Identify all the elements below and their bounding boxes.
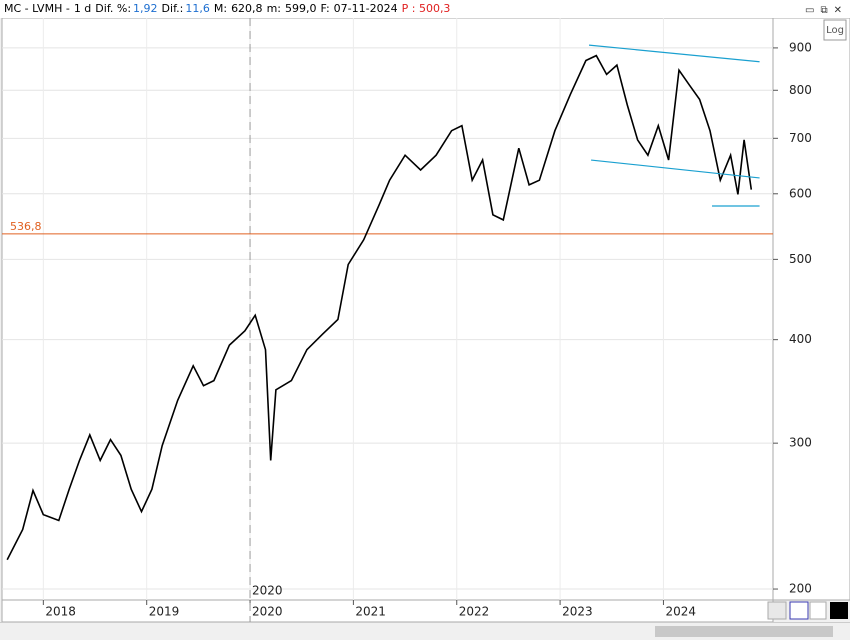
x-tick-label: 2024 [665,605,696,619]
y-tick-label: 500 [789,252,812,266]
plot-area [1,18,774,601]
x-tick-label: 2022 [459,605,490,619]
divider-label: 2020 [252,584,283,598]
x-tick-label: 2019 [149,605,180,619]
trendline [591,159,760,179]
save-button[interactable] [789,601,809,620]
price: P : 500,3 [401,2,451,15]
y-tick-label: 900 [789,40,812,54]
scrollbar[interactable] [0,622,850,640]
label: Dif. %: [95,2,132,15]
log-button-label: Log [826,25,844,36]
label: F: [320,2,330,15]
symbol: MC - LVMH - [4,2,70,15]
header-bar: MC - LVMH -1 d Dif. %: 1,92 Dif.: 11,6 M: 620,… [0,0,850,19]
y-tick-label: 600 [789,186,812,200]
y-tick-label: 300 [789,436,812,450]
x-tick-label: 2021 [355,605,386,619]
price-line [6,54,753,561]
label: Dif.: [161,2,184,15]
tool-button[interactable] [767,601,787,620]
label: m: [266,2,281,15]
x-tick-label: 2023 [562,605,593,619]
log-button[interactable] [823,19,847,41]
reference-label: 536,8 [10,220,42,233]
pin-button[interactable] [809,601,827,620]
chart: Log 200 300 400 500 600 700 800 900 2018 2019 2020… [0,18,850,622]
value: 11,6 [185,2,210,15]
color-button[interactable] [830,602,848,619]
value: 1,92 [133,2,158,15]
value: 599,0 [284,2,317,15]
period: 1 d [73,2,92,15]
window-buttons[interactable]: ▭⧉✕ [805,5,848,16]
scroll-thumb[interactable] [655,626,833,637]
x-tick-label: 2020 [252,605,283,619]
trendline [588,44,760,63]
y-axis-strip [772,18,850,601]
y-tick-label: 400 [789,332,812,346]
y-tick-label: 800 [789,83,812,97]
y-tick-label: 200 [789,582,812,596]
label: M: [213,2,228,15]
y-tick-label: 700 [789,131,812,145]
x-tick-label: 2018 [45,605,76,619]
x-axis-strip [1,599,774,622]
value: 620,8 [231,2,263,15]
value: 07-11-2024 [333,2,398,15]
